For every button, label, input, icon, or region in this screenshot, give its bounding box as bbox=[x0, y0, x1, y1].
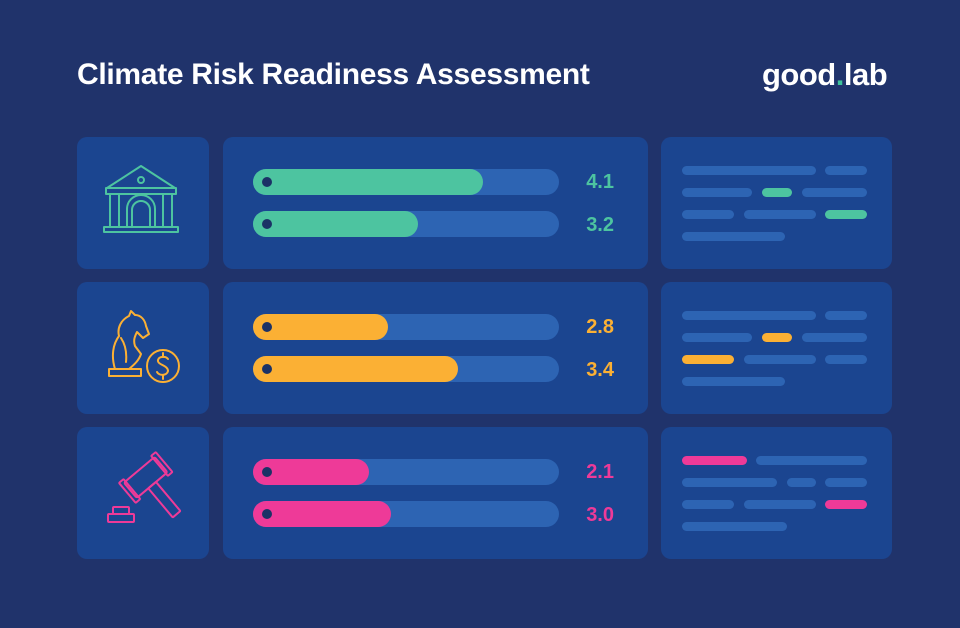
text-line-highlight bbox=[825, 210, 867, 219]
text-line bbox=[825, 355, 867, 364]
score-bar-knob bbox=[262, 509, 272, 519]
text-line bbox=[682, 377, 785, 386]
score-value: 3.0 bbox=[586, 504, 614, 526]
score-bar-knob bbox=[262, 322, 272, 332]
score-card-legal: 2.1 3.0 bbox=[223, 427, 648, 559]
icon-card-strategy bbox=[77, 282, 209, 414]
text-line bbox=[682, 166, 816, 175]
score-bar bbox=[253, 169, 559, 195]
score-bar-fill bbox=[253, 356, 459, 382]
score-bar bbox=[253, 211, 559, 237]
placeholder-text-card bbox=[661, 282, 892, 414]
score-bar bbox=[253, 459, 559, 485]
text-line bbox=[744, 210, 816, 219]
page-title: Climate Risk Readiness Assessment bbox=[77, 58, 590, 91]
text-line bbox=[787, 478, 816, 487]
text-line bbox=[682, 478, 777, 487]
text-line-highlight bbox=[682, 355, 734, 364]
score-bar-fill bbox=[253, 459, 370, 485]
text-line-highlight bbox=[762, 188, 792, 197]
text-line bbox=[682, 500, 734, 509]
score-bar bbox=[253, 314, 559, 340]
brand-logo: good. lab bbox=[762, 57, 888, 93]
icon-card-governance bbox=[77, 137, 209, 269]
score-bar-knob bbox=[262, 467, 272, 477]
placeholder-text-card bbox=[661, 427, 892, 559]
score-bar-knob bbox=[262, 364, 272, 374]
logo-text-good: good bbox=[762, 57, 836, 92]
score-value: 4.1 bbox=[586, 171, 614, 193]
text-line-highlight bbox=[825, 500, 867, 509]
score-bar-knob bbox=[262, 177, 272, 187]
score-bar-fill bbox=[253, 501, 391, 527]
text-line bbox=[744, 500, 816, 509]
score-bar-fill bbox=[253, 314, 388, 340]
score-bar-knob bbox=[262, 219, 272, 229]
text-line bbox=[825, 166, 867, 175]
text-line bbox=[682, 188, 752, 197]
score-value: 2.8 bbox=[586, 316, 614, 338]
score-bar bbox=[253, 356, 559, 382]
score-bar-fill bbox=[253, 211, 419, 237]
text-line bbox=[744, 355, 816, 364]
text-line bbox=[802, 188, 867, 197]
score-bar-fill bbox=[253, 169, 483, 195]
score-bar bbox=[253, 501, 559, 527]
logo-dot: . bbox=[835, 57, 845, 92]
text-line bbox=[682, 232, 785, 241]
score-card-governance: 4.1 3.2 bbox=[223, 137, 648, 269]
text-line-highlight bbox=[682, 456, 747, 465]
score-card-strategy: 2.8 3.4 bbox=[223, 282, 648, 414]
text-line bbox=[682, 522, 787, 531]
placeholder-text-card bbox=[661, 137, 892, 269]
logo-text-lab: lab bbox=[843, 57, 888, 92]
gavel-icon bbox=[107, 451, 181, 523]
bank-building-icon bbox=[103, 165, 179, 233]
text-line bbox=[682, 210, 734, 219]
text-line bbox=[825, 478, 867, 487]
icon-card-legal bbox=[77, 427, 209, 559]
score-value: 3.4 bbox=[586, 359, 614, 381]
text-line bbox=[682, 311, 816, 320]
score-value: 3.2 bbox=[586, 214, 614, 236]
text-line-highlight bbox=[762, 333, 792, 342]
score-value: 2.1 bbox=[586, 461, 614, 483]
chess-knight-dollar-icon bbox=[108, 310, 180, 383]
text-line bbox=[825, 311, 867, 320]
text-line bbox=[802, 333, 867, 342]
text-line bbox=[682, 333, 752, 342]
text-line bbox=[756, 456, 867, 465]
